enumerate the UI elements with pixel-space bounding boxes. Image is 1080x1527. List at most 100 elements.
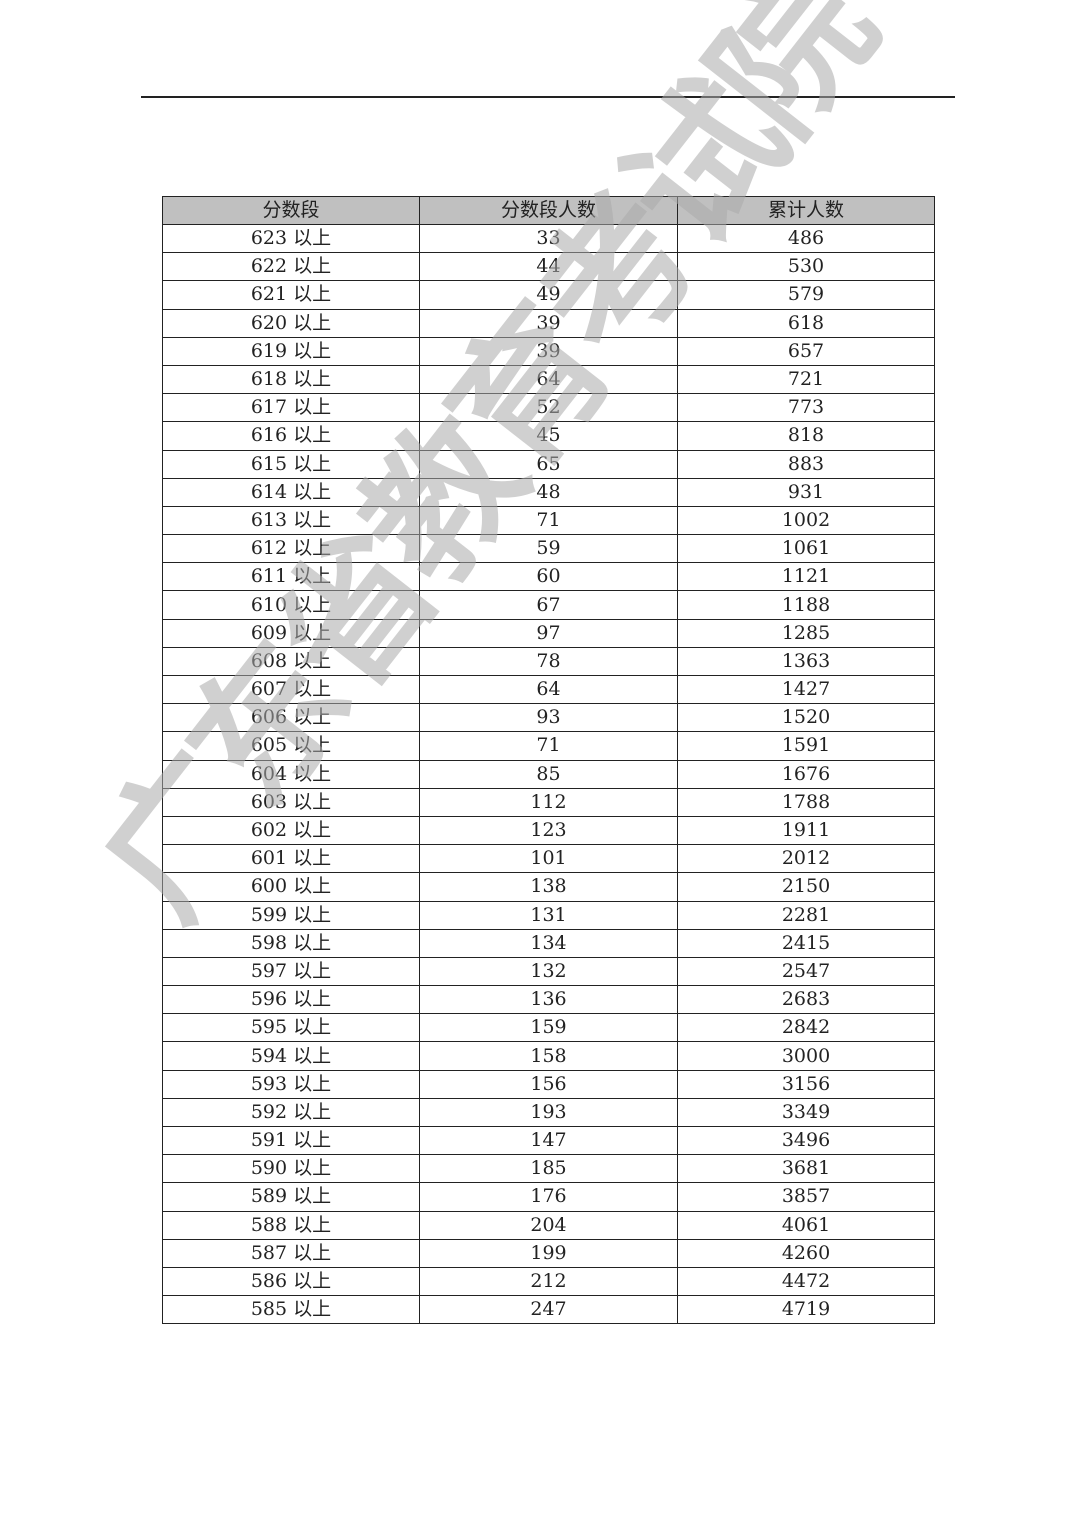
header-cumulative: 累计人数 [677, 196, 935, 225]
cumulative-cell: 2012 [677, 844, 935, 874]
cumulative-cell: 1427 [677, 674, 935, 705]
table-row: 611 以上 60 1121 [162, 562, 935, 592]
count-cell: 65 [419, 449, 678, 479]
score-range-cell: 596 以上 [162, 985, 420, 1015]
count-cell: 123 [419, 815, 678, 846]
table-row: 613 以上 71 1002 [162, 505, 935, 536]
cumulative-cell: 1188 [677, 590, 935, 620]
count-cell: 48 [419, 477, 678, 507]
score-range-cell: 622 以上 [162, 252, 420, 282]
score-range-cell: 601 以上 [162, 844, 420, 874]
table-row: 589 以上 176 3857 [162, 1182, 935, 1212]
cumulative-cell: 1591 [677, 731, 935, 761]
table-row: 620 以上 39 618 [162, 308, 935, 338]
cumulative-cell: 618 [677, 308, 935, 338]
count-cell: 85 [419, 759, 678, 789]
cumulative-cell: 3681 [677, 1154, 935, 1184]
table-row: 593 以上 156 3156 [162, 1069, 935, 1099]
count-cell: 131 [419, 900, 678, 930]
cumulative-cell: 931 [677, 477, 935, 507]
table-row: 590 以上 185 3681 [162, 1154, 935, 1184]
count-cell: 147 [419, 1125, 678, 1156]
count-cell: 60 [419, 562, 678, 592]
score-range-cell: 585 以上 [162, 1295, 420, 1325]
cumulative-cell: 1911 [677, 815, 935, 846]
table-row: 592 以上 193 3349 [162, 1097, 935, 1128]
cumulative-cell: 818 [677, 421, 935, 451]
count-cell: 97 [419, 618, 678, 648]
count-cell: 33 [419, 223, 678, 254]
count-cell: 67 [419, 590, 678, 620]
cumulative-cell: 2547 [677, 956, 935, 987]
cumulative-cell: 721 [677, 364, 935, 395]
count-cell: 64 [419, 364, 678, 395]
cumulative-cell: 3857 [677, 1182, 935, 1212]
count-cell: 71 [419, 731, 678, 761]
cumulative-cell: 579 [677, 280, 935, 310]
score-range-cell: 610 以上 [162, 590, 420, 620]
cumulative-cell: 3349 [677, 1097, 935, 1128]
score-range-cell: 592 以上 [162, 1097, 420, 1128]
table-row: 623 以上 33 486 [162, 223, 935, 254]
table-row: 616 以上 45 818 [162, 421, 935, 451]
table-row: 607 以上 64 1427 [162, 674, 935, 705]
score-range-cell: 612 以上 [162, 534, 420, 564]
count-cell: 45 [419, 421, 678, 451]
table-row: 618 以上 64 721 [162, 364, 935, 395]
score-range-cell: 597 以上 [162, 956, 420, 987]
count-cell: 71 [419, 505, 678, 536]
count-cell: 176 [419, 1182, 678, 1212]
count-cell: 64 [419, 674, 678, 705]
score-range-cell: 608 以上 [162, 646, 420, 677]
cumulative-cell: 773 [677, 393, 935, 423]
score-range-cell: 603 以上 [162, 787, 420, 817]
table-row: 601 以上 101 2012 [162, 844, 935, 874]
score-range-cell: 607 以上 [162, 674, 420, 705]
table-row: 602 以上 123 1911 [162, 815, 935, 846]
table-row: 619 以上 39 657 [162, 336, 935, 366]
cumulative-cell: 3156 [677, 1069, 935, 1099]
cumulative-cell: 1676 [677, 759, 935, 789]
score-range-cell: 602 以上 [162, 815, 420, 846]
table-row: 614 以上 48 931 [162, 477, 935, 507]
table-row: 600 以上 138 2150 [162, 872, 935, 902]
table-row: 612 以上 59 1061 [162, 534, 935, 564]
cumulative-cell: 1121 [677, 562, 935, 592]
count-cell: 132 [419, 956, 678, 987]
header-score-range: 分数段 [162, 196, 420, 225]
count-cell: 136 [419, 985, 678, 1015]
count-cell: 49 [419, 280, 678, 310]
table-row: 588 以上 204 4061 [162, 1210, 935, 1240]
cumulative-cell: 1520 [677, 703, 935, 733]
table-row: 591 以上 147 3496 [162, 1125, 935, 1156]
table-row: 615 以上 65 883 [162, 449, 935, 479]
score-range-cell: 587 以上 [162, 1238, 420, 1268]
count-cell: 156 [419, 1069, 678, 1099]
score-range-cell: 604 以上 [162, 759, 420, 789]
count-cell: 39 [419, 308, 678, 338]
score-range-cell: 606 以上 [162, 703, 420, 733]
table-row: 585 以上 247 4719 [162, 1295, 935, 1325]
count-cell: 193 [419, 1097, 678, 1128]
score-range-cell: 595 以上 [162, 1013, 420, 1043]
count-cell: 39 [419, 336, 678, 366]
score-range-cell: 620 以上 [162, 308, 420, 338]
cumulative-cell: 2150 [677, 872, 935, 902]
score-range-cell: 611 以上 [162, 562, 420, 592]
cumulative-cell: 2281 [677, 900, 935, 930]
table-row: 617 以上 52 773 [162, 393, 935, 423]
count-cell: 44 [419, 252, 678, 282]
table-row: 595 以上 159 2842 [162, 1013, 935, 1043]
cumulative-cell: 3000 [677, 1041, 935, 1071]
table-row: 596 以上 136 2683 [162, 985, 935, 1015]
score-range-cell: 613 以上 [162, 505, 420, 536]
count-cell: 93 [419, 703, 678, 733]
score-range-cell: 609 以上 [162, 618, 420, 648]
count-cell: 185 [419, 1154, 678, 1184]
count-cell: 199 [419, 1238, 678, 1268]
count-cell: 212 [419, 1266, 678, 1297]
score-range-cell: 619 以上 [162, 336, 420, 366]
cumulative-cell: 657 [677, 336, 935, 366]
score-range-cell: 616 以上 [162, 421, 420, 451]
score-range-cell: 590 以上 [162, 1154, 420, 1184]
